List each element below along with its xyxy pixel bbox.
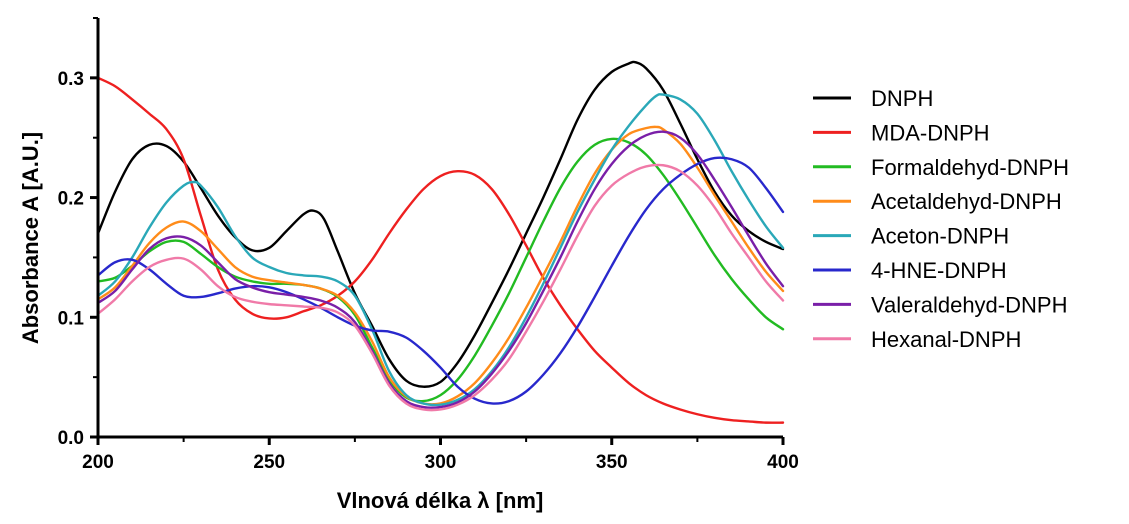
series-line-aceton-dnph	[96, 93, 785, 407]
series-line-mda-dnph	[96, 76, 785, 424]
x-axis-title: Vlnová délka λ [nm]	[337, 488, 544, 513]
x-tick-label: 400	[767, 452, 799, 473]
x-tick-label: 350	[596, 452, 628, 473]
series-line-hexanal-dnph	[96, 163, 785, 412]
y-tick-label: 0.1	[58, 308, 85, 329]
legend-label-aceton-dnph: Aceton-DNPH	[871, 224, 1009, 249]
legend: DNPH MDA-DNPH Formaldehyd-DNPH Acetaldehyd-…	[813, 86, 1069, 352]
legend-label-acetaldehyd-dnph: Acetaldehyd-DNPH	[871, 189, 1062, 214]
plot-area	[96, 60, 785, 424]
x-tick-label: 250	[253, 452, 285, 473]
series-line-4-hne-dnph	[96, 156, 785, 405]
series-line-dnph	[96, 60, 785, 388]
x-tick-label: 200	[82, 452, 114, 473]
legend-label-hexanal-dnph: Hexanal-DNPH	[871, 327, 1021, 352]
y-tick-label: 0.3	[58, 69, 84, 90]
legend-label-4-hne-dnph: 4-HNE-DNPH	[871, 258, 1007, 283]
y-axis: 0.0 0.1 0.2 0.3	[58, 17, 100, 449]
legend-label-dnph: DNPH	[871, 86, 933, 111]
legend-label-mda-dnph: MDA-DNPH	[871, 120, 990, 145]
series-line-acetaldehyd-dnph	[96, 125, 785, 406]
x-tick-label: 300	[425, 452, 457, 473]
legend-label-formaldehyd-dnph: Formaldehyd-DNPH	[871, 155, 1069, 180]
y-tick-label: 0.2	[58, 189, 84, 210]
series-line-formaldehyd-dnph	[96, 137, 785, 403]
x-axis: 200 250 300 350 400	[82, 435, 799, 473]
y-tick-label: 0.0	[58, 428, 84, 449]
legend-label-valeraldehyd-dnph: Valeraldehyd-DNPH	[871, 292, 1067, 317]
series-line-valeraldehyd-dnph	[96, 130, 785, 409]
y-axis-title: Absorbance A [A.U.]	[18, 132, 43, 344]
